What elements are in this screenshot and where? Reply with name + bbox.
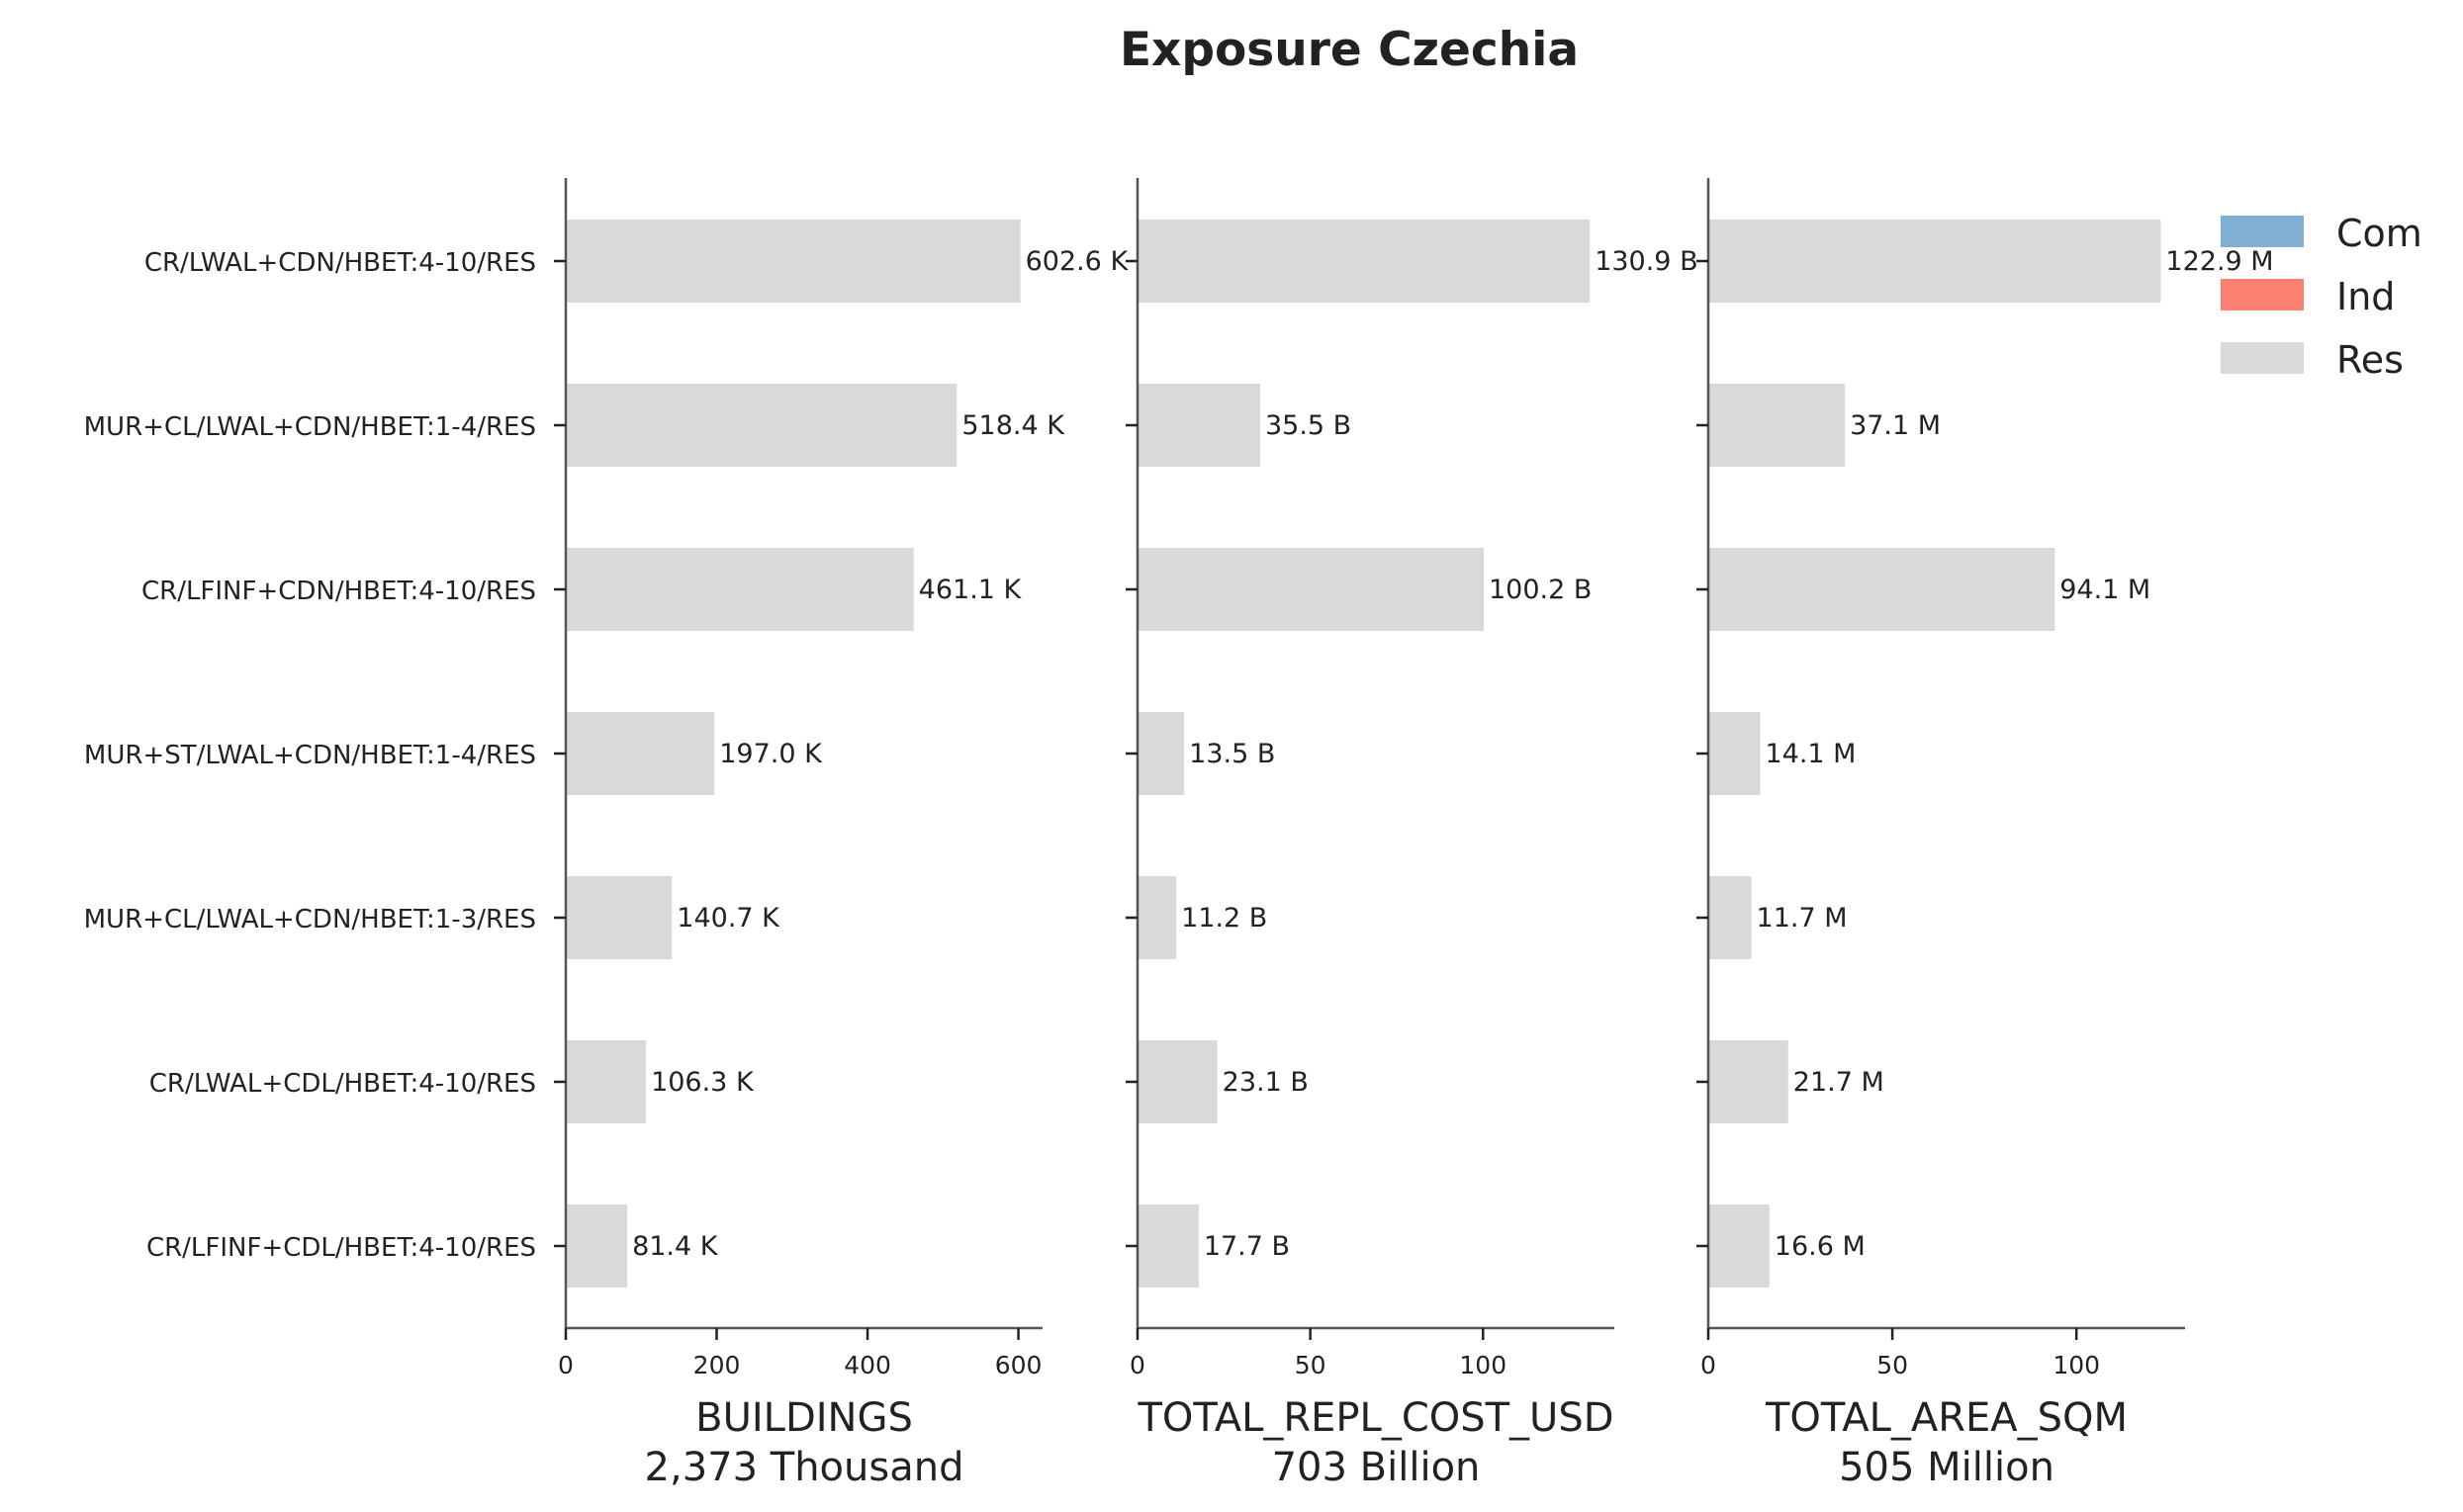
bar-res-5	[1708, 876, 1752, 959]
x-axis-label: TOTAL_AREA_SQM	[1765, 1395, 2128, 1441]
x-axis-label: TOTAL_REPL_COST_USD	[1137, 1395, 1613, 1441]
bar-res-1	[1138, 220, 1591, 303]
bar-res-2	[1708, 384, 1846, 467]
value-label-6: 23.1 B	[1223, 1067, 1309, 1098]
value-label-2: 35.5 B	[1265, 410, 1351, 441]
x-axis-total: 703 Billion	[1272, 1445, 1481, 1490]
bar-res-2	[1138, 384, 1260, 467]
x-tick-label-2: 50	[1876, 1351, 1908, 1379]
x-axis-total: 2,373 Thousand	[645, 1445, 964, 1490]
bar-res-4	[1138, 712, 1185, 795]
bar-res-1	[1708, 220, 2161, 303]
bar-res-2	[566, 384, 958, 467]
bar-res-5	[1138, 876, 1177, 959]
chart-title: Exposure Czechia	[1120, 23, 1579, 77]
value-label-6: 21.7 M	[1793, 1067, 1884, 1098]
value-label-2: 518.4 K	[961, 410, 1065, 441]
x-tick-label-4: 600	[995, 1351, 1043, 1379]
category-label-1: CR/LWAL+CDN/HBET:4-10/RES	[144, 248, 536, 278]
bar-res-6	[1138, 1040, 1218, 1123]
value-label-7: 16.6 M	[1775, 1231, 1866, 1262]
bar-res-6	[1708, 1040, 1788, 1123]
bar-res-3	[1138, 548, 1484, 631]
legend-swatch-com	[2221, 216, 2304, 247]
value-label-5: 11.7 M	[1757, 903, 1848, 934]
value-label-1: 122.9 M	[2165, 246, 2273, 277]
bar-res-3	[1708, 548, 2055, 631]
x-tick-label-3: 100	[1459, 1351, 1506, 1379]
value-label-3: 461.1 K	[919, 575, 1023, 605]
panel-3: 122.9 M 37.1 M 94.1 M 14.1 M 11.7 M 21.7 M 16.…	[1696, 178, 2274, 1490]
panel-1: 602.6 K 518.4 K 461.1 K 197.0 K 140.7 K 106.3…	[84, 178, 1130, 1490]
x-tick-label-1: 0	[558, 1351, 574, 1379]
bar-res-4	[1708, 712, 1761, 795]
x-tick-label-1: 0	[1130, 1351, 1145, 1379]
category-label-7: CR/LFINF+CDL/HBET:4-10/RES	[146, 1233, 536, 1263]
category-label-5: MUR+CL/LWAL+CDN/HBET:1-3/RES	[84, 905, 536, 934]
legend-label-ind: Ind	[2336, 275, 2395, 318]
value-label-5: 11.2 B	[1181, 903, 1267, 934]
category-label-2: MUR+CL/LWAL+CDN/HBET:1-4/RES	[84, 412, 536, 442]
value-label-1: 130.9 B	[1595, 246, 1697, 277]
x-tick-label-2: 50	[1295, 1351, 1326, 1379]
bar-res-4	[566, 712, 715, 795]
value-label-3: 100.2 B	[1489, 575, 1592, 605]
x-axis-total: 505 Million	[1839, 1445, 2054, 1490]
bar-res-7	[566, 1204, 628, 1288]
legend: Com Ind Res	[2221, 212, 2422, 382]
bar-res-7	[1138, 1204, 1199, 1288]
value-label-4: 197.0 K	[719, 739, 823, 769]
bar-res-1	[566, 220, 1021, 303]
category-label-4: MUR+ST/LWAL+CDN/HBET:1-4/RES	[84, 741, 536, 770]
value-label-3: 94.1 M	[2059, 575, 2150, 605]
panels: 602.6 K 518.4 K 461.1 K 197.0 K 140.7 K 106.3…	[84, 178, 2274, 1490]
value-label-1: 602.6 K	[1026, 246, 1130, 277]
bar-res-5	[566, 876, 673, 959]
x-tick-label-3: 100	[2052, 1351, 2100, 1379]
bar-res-3	[566, 548, 914, 631]
value-label-4: 13.5 B	[1189, 739, 1275, 769]
legend-swatch-res	[2221, 342, 2304, 374]
legend-swatch-ind	[2221, 279, 2304, 311]
panel-2: 130.9 B 35.5 B 100.2 B 13.5 B 11.2 B 23.1 B 17…	[1126, 178, 1698, 1490]
category-label-6: CR/LWAL+CDL/HBET:4-10/RES	[149, 1069, 536, 1099]
value-label-6: 106.3 K	[651, 1067, 755, 1098]
legend-label-res: Res	[2336, 338, 2404, 382]
x-tick-label-1: 0	[1700, 1351, 1716, 1379]
bar-res-7	[1708, 1204, 1770, 1288]
value-label-4: 14.1 M	[1765, 739, 1856, 769]
x-axis-label: BUILDINGS	[695, 1395, 913, 1441]
legend-label-com: Com	[2336, 212, 2422, 255]
value-label-7: 17.7 B	[1204, 1231, 1290, 1262]
x-tick-label-3: 400	[844, 1351, 891, 1379]
bar-res-6	[566, 1040, 647, 1123]
x-tick-label-2: 200	[693, 1351, 741, 1379]
category-label-3: CR/LFINF+CDN/HBET:4-10/RES	[141, 577, 536, 606]
value-label-5: 140.7 K	[677, 903, 780, 934]
value-label-7: 81.4 K	[632, 1231, 719, 1262]
value-label-2: 37.1 M	[1850, 410, 1941, 441]
